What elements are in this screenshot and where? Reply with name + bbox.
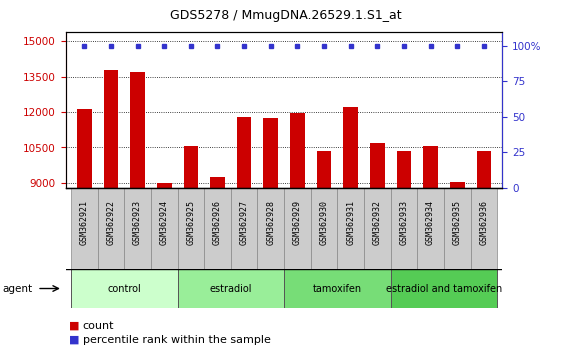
Bar — [391, 269, 497, 308]
Text: control: control — [107, 284, 141, 293]
Bar — [178, 188, 204, 269]
Text: GSM362933: GSM362933 — [400, 200, 408, 245]
Bar — [370, 143, 385, 354]
Bar — [204, 188, 231, 269]
Bar — [337, 188, 364, 269]
Bar — [124, 188, 151, 269]
Bar — [210, 177, 225, 354]
Bar — [284, 188, 311, 269]
Bar — [343, 107, 358, 354]
Bar — [130, 72, 145, 354]
Text: percentile rank within the sample: percentile rank within the sample — [83, 335, 271, 345]
Bar — [231, 188, 258, 269]
Bar — [183, 146, 198, 354]
Bar — [151, 188, 178, 269]
Text: ■: ■ — [69, 321, 79, 331]
Text: GDS5278 / MmugDNA.26529.1.S1_at: GDS5278 / MmugDNA.26529.1.S1_at — [170, 9, 401, 22]
Text: estradiol and tamoxifen: estradiol and tamoxifen — [386, 284, 502, 293]
Text: agent: agent — [3, 284, 33, 293]
Bar — [311, 188, 337, 269]
Bar — [364, 188, 391, 269]
Text: GSM362936: GSM362936 — [479, 200, 488, 245]
Bar — [71, 188, 98, 269]
Text: GSM362927: GSM362927 — [240, 200, 248, 245]
Text: count: count — [83, 321, 114, 331]
Bar — [391, 188, 417, 269]
Bar — [258, 188, 284, 269]
Bar — [417, 188, 444, 269]
Text: GSM362923: GSM362923 — [133, 200, 142, 245]
Bar — [284, 269, 391, 308]
Text: estradiol: estradiol — [210, 284, 252, 293]
Text: ■: ■ — [69, 335, 79, 345]
Bar — [263, 118, 278, 354]
Text: GSM362935: GSM362935 — [453, 200, 462, 245]
Text: GSM362925: GSM362925 — [186, 200, 195, 245]
Text: GSM362930: GSM362930 — [320, 200, 328, 245]
Text: GSM362934: GSM362934 — [426, 200, 435, 245]
Bar — [77, 109, 91, 354]
Text: GSM362922: GSM362922 — [106, 200, 115, 245]
Bar — [423, 146, 438, 354]
Bar — [178, 269, 284, 308]
Bar — [450, 182, 465, 354]
Text: GSM362931: GSM362931 — [346, 200, 355, 245]
Text: GSM362932: GSM362932 — [373, 200, 382, 245]
Text: GSM362926: GSM362926 — [213, 200, 222, 245]
Bar — [237, 117, 251, 354]
Text: GSM362921: GSM362921 — [80, 200, 89, 245]
Bar — [98, 188, 124, 269]
Bar — [397, 151, 411, 354]
Text: tamoxifen: tamoxifen — [313, 284, 362, 293]
Text: GSM362924: GSM362924 — [160, 200, 168, 245]
Text: GSM362928: GSM362928 — [266, 200, 275, 245]
Bar — [477, 151, 491, 354]
Bar — [290, 113, 305, 354]
Bar — [103, 70, 118, 354]
Text: GSM362929: GSM362929 — [293, 200, 302, 245]
Bar — [71, 269, 178, 308]
Bar — [444, 188, 471, 269]
Bar — [471, 188, 497, 269]
Bar — [317, 151, 331, 354]
Bar — [157, 183, 171, 354]
